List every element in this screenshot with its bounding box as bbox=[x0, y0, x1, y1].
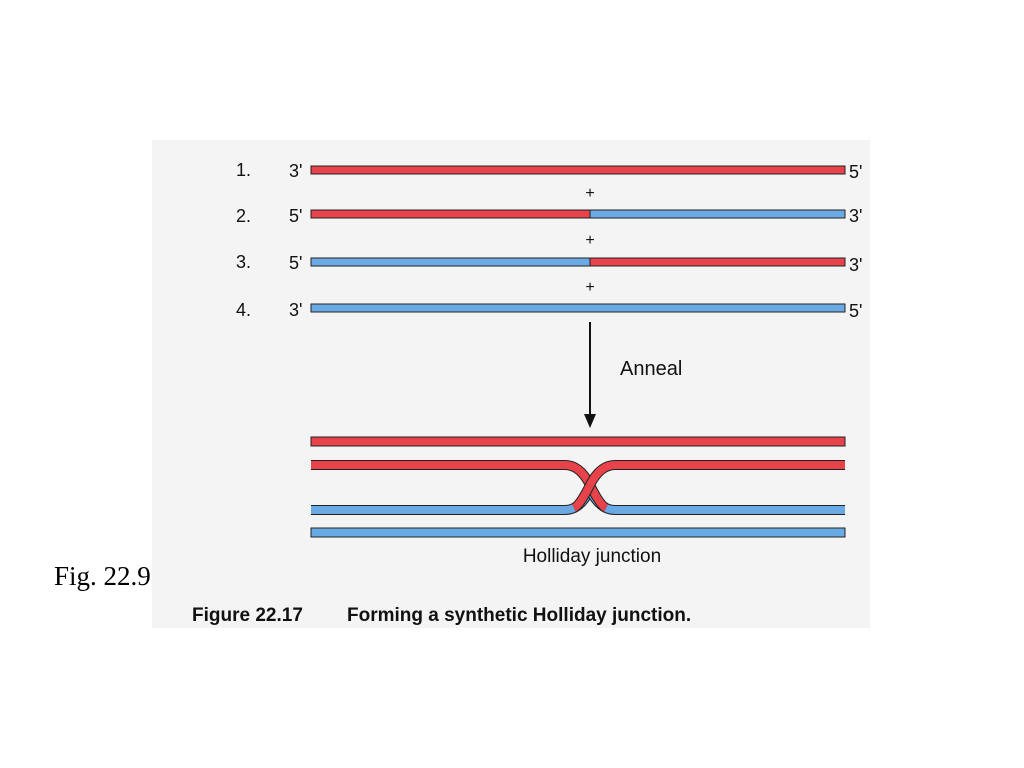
blue-strand bbox=[589, 209, 846, 219]
caption-number: Figure 22.17 bbox=[192, 605, 303, 626]
figure-panel bbox=[152, 140, 870, 628]
end-label: 3' bbox=[289, 161, 302, 181]
row-number: 1. bbox=[236, 160, 251, 180]
blue-strand bbox=[310, 257, 591, 267]
junction-label: Holliday junction bbox=[523, 546, 661, 567]
strands bbox=[310, 165, 846, 538]
caption-text: Forming a synthetic Holliday junction. bbox=[347, 605, 691, 626]
end-label: 3' bbox=[849, 206, 862, 226]
end-label: 5' bbox=[289, 253, 302, 273]
plus-sign: + bbox=[585, 185, 594, 202]
plus-sign: + bbox=[585, 232, 594, 249]
red-strand bbox=[589, 257, 846, 267]
red-strand bbox=[310, 209, 591, 219]
plus-sign: + bbox=[585, 279, 594, 296]
row-number: 3. bbox=[236, 252, 251, 272]
arrow-label: Anneal bbox=[620, 358, 682, 380]
figure-label: Fig. 22.9 bbox=[54, 561, 151, 591]
end-label: 5' bbox=[849, 162, 862, 182]
row-number: 4. bbox=[236, 300, 251, 320]
blue-strand bbox=[310, 303, 846, 313]
end-label: 3' bbox=[849, 255, 862, 275]
red-strand bbox=[310, 165, 846, 175]
labels: 1. 2. 3. 4. 3' 5' 5' 3' 5' 3' 3' 5' + + … bbox=[192, 160, 862, 626]
arrow-head bbox=[584, 414, 596, 428]
end-label: 3' bbox=[289, 300, 302, 320]
red-strand bbox=[310, 436, 846, 447]
blue-strand bbox=[310, 527, 846, 538]
red-strand bbox=[571, 461, 845, 512]
row-number: 2. bbox=[236, 206, 251, 226]
end-label: 5' bbox=[849, 301, 862, 321]
end-label: 5' bbox=[289, 206, 302, 226]
